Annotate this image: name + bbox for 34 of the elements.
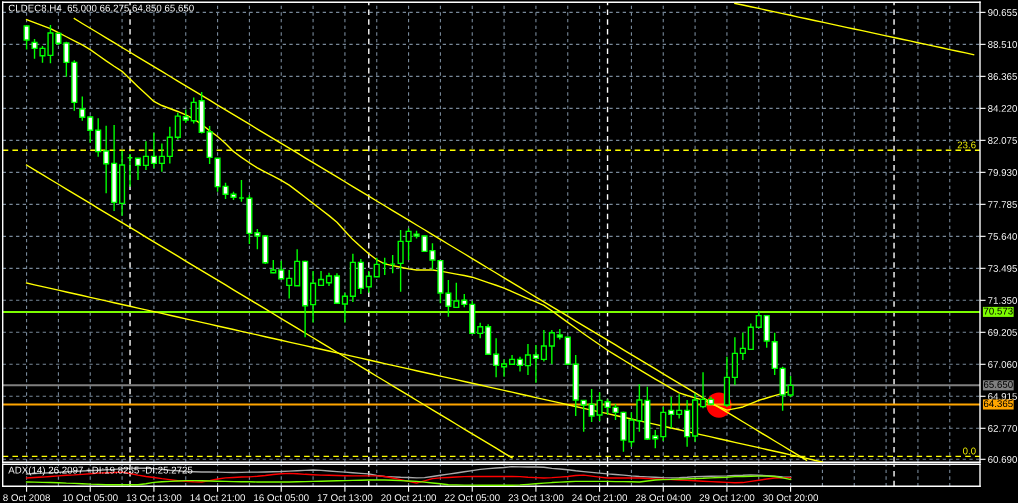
x-tick-label: 29 Oct 12:00 bbox=[699, 494, 755, 502]
y-tick-label: 82.075 bbox=[988, 137, 1017, 144]
x-tick-label: 10 Oct 05:00 bbox=[63, 494, 118, 502]
x-tick-label: 30 Oct 20:00 bbox=[763, 494, 819, 502]
y-tick-label: 67.060 bbox=[988, 361, 1017, 368]
ref-line-label: 65.650 bbox=[983, 381, 1013, 388]
x-tick-label: 17 Oct 13:00 bbox=[317, 494, 373, 502]
y-tick-label: 62.770 bbox=[988, 425, 1017, 432]
y-tick-label: 77.785 bbox=[988, 201, 1017, 208]
y-tick-label: 73.495 bbox=[988, 265, 1017, 272]
x-tick-label: 8 Oct 2008 bbox=[3, 494, 50, 502]
chart-title: CLDEC8,H4 65.000 66.275 64.850 65.650 bbox=[8, 4, 194, 13]
x-tick-label: 14 Oct 21:00 bbox=[190, 494, 246, 502]
y-tick-label: 88.510 bbox=[988, 41, 1017, 48]
y-tick-label: 84.220 bbox=[988, 105, 1017, 112]
y-tick-label: 64.915 bbox=[988, 393, 1017, 400]
y-tick-label: 71.350 bbox=[988, 297, 1017, 304]
x-tick-label: 22 Oct 05:00 bbox=[444, 494, 500, 502]
y-tick-label: 90.655 bbox=[988, 9, 1017, 16]
annotation: 0.0 bbox=[962, 447, 976, 455]
x-tick-label: 24 Oct 21:00 bbox=[572, 494, 628, 502]
ref-line-label: 70.573 bbox=[983, 307, 1013, 315]
x-tick-label: 20 Oct 21:00 bbox=[381, 494, 437, 502]
x-tick-label: 13 Oct 13:00 bbox=[126, 494, 182, 502]
x-tick-label: 28 Oct 04:00 bbox=[635, 494, 691, 502]
y-tick-label: 86.365 bbox=[988, 73, 1017, 80]
x-tick-label: 16 Oct 05:00 bbox=[254, 494, 309, 502]
annotation: 23.6 bbox=[957, 141, 976, 149]
ref-line-label: 64.365 bbox=[983, 400, 1013, 408]
y-tick-label: 60.690 bbox=[988, 456, 1017, 463]
y-tick-label: 75.640 bbox=[988, 233, 1017, 240]
y-tick-label: 79.930 bbox=[988, 169, 1017, 176]
y-tick-label: 69.205 bbox=[988, 329, 1017, 336]
x-tick-label: 23 Oct 13:00 bbox=[508, 494, 564, 502]
